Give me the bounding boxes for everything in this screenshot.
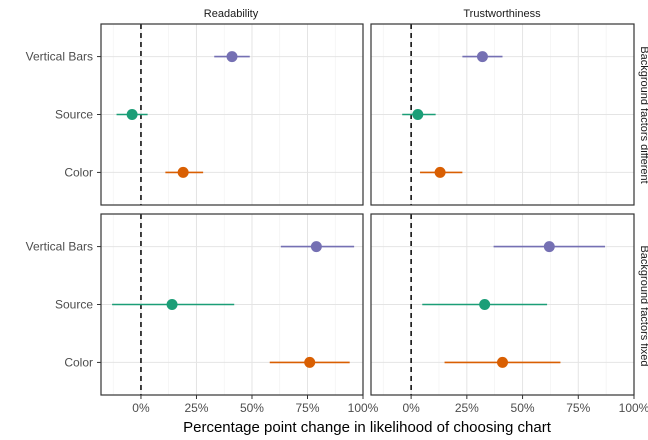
panel-border xyxy=(370,23,635,206)
x-tick-label: 100% xyxy=(348,401,379,415)
panels xyxy=(100,23,635,396)
x-tick-label: 50% xyxy=(240,401,264,415)
point-color xyxy=(497,356,508,368)
panel-readability-different xyxy=(100,23,364,206)
y-tick-label: Vertical Bars xyxy=(26,50,93,64)
y-tick-label: Source xyxy=(55,108,93,122)
row-strip-fixed: Background factors fixed xyxy=(638,245,648,366)
x-axis-title: Percentage point change in likelihood of… xyxy=(183,419,552,436)
x-tick-label: 25% xyxy=(184,401,208,415)
point-source xyxy=(412,109,424,120)
point-color xyxy=(304,356,316,368)
y-tick-label: Source xyxy=(55,298,93,312)
point-color xyxy=(434,166,446,178)
x-tick-label: 50% xyxy=(511,401,535,415)
column-strip-readability: Readability xyxy=(204,8,259,20)
panel-trustworthiness-fixed xyxy=(370,213,635,396)
x-tick-label: 75% xyxy=(295,401,319,415)
point-vertical-bars xyxy=(543,241,555,253)
point-vertical-bars xyxy=(226,51,238,63)
x-tick-label: 100% xyxy=(619,401,648,415)
y-tick-label: Color xyxy=(64,165,93,179)
x-tick-label: 0% xyxy=(132,401,150,415)
panel-trustworthiness-different xyxy=(370,23,635,206)
column-strip-trustworthiness: Trustworthiness xyxy=(463,8,541,20)
y-axis-labels: Vertical Bars Source Color Vertical Bars Sou… xyxy=(26,50,101,369)
x-axis-labels: 0% 25% 50% 75% 100% 0% 25% 50% 75% 100% xyxy=(132,395,648,415)
panel-readability-fixed xyxy=(100,213,364,396)
point-color xyxy=(177,166,189,178)
x-tick-label: 75% xyxy=(566,401,590,415)
y-tick-label: Vertical Bars xyxy=(26,240,93,254)
point-vertical-bars xyxy=(310,241,322,253)
point-source xyxy=(166,299,178,310)
point-source xyxy=(126,109,138,120)
x-tick-label: 0% xyxy=(402,401,420,415)
x-tick-label: 25% xyxy=(455,401,479,415)
y-tick-label: Color xyxy=(64,355,93,369)
point-vertical-bars xyxy=(476,51,488,63)
row-strip-different: Background factors different xyxy=(638,46,648,183)
point-source xyxy=(479,299,491,310)
panel-border xyxy=(370,213,635,396)
